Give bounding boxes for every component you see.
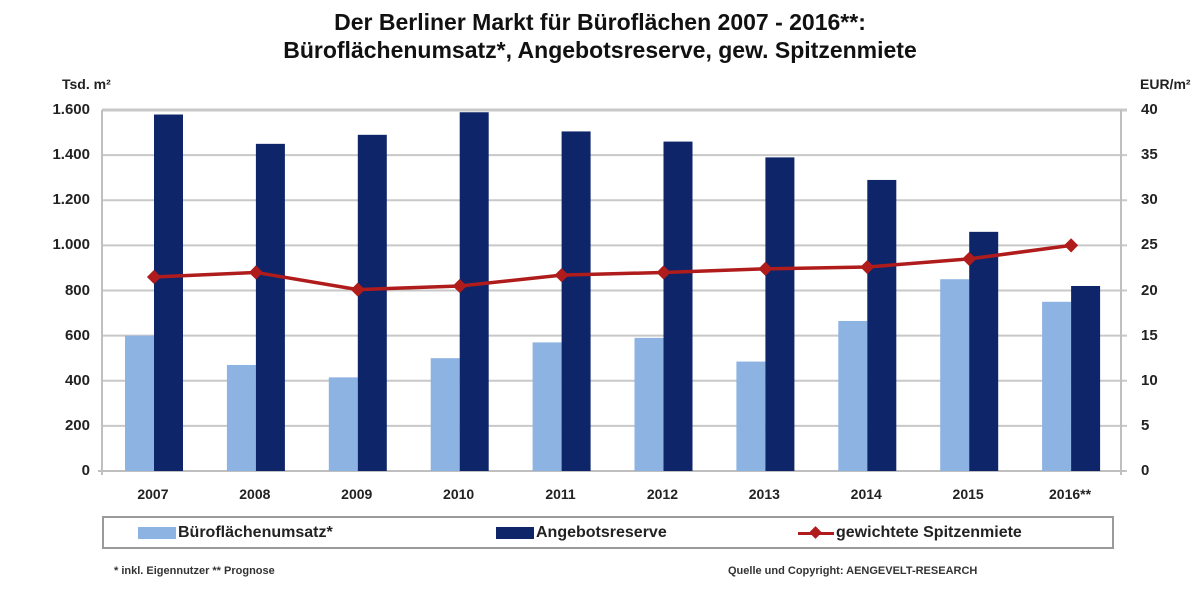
bar-bueroflaechenumsatz [940, 279, 970, 471]
bar-angebotsreserve [765, 157, 795, 471]
light-blue-swatch-icon [138, 527, 176, 539]
bar-angebotsreserve [561, 131, 591, 471]
chart-title-line-1: Der Berliner Markt für Büroflächen 2007 … [334, 9, 866, 35]
x-axis-category-label: 2013 [748, 486, 780, 502]
right-axis-tick-label: 20 [1141, 281, 1158, 299]
x-axis-category-label: 2014 [850, 486, 882, 502]
left-axis-tick-label: 400 [64, 371, 90, 389]
x-axis-category-label: 2015 [952, 486, 984, 502]
left-axis-tick-label: 0 [81, 462, 90, 479]
bar-angebotsreserve [357, 134, 387, 471]
legend-label: Angebotsreserve [536, 524, 667, 541]
footnote-source: Quelle und Copyright: AENGEVELT-RESEARCH [728, 565, 978, 577]
x-axis-category-label: 2007 [137, 486, 169, 502]
left-axis-tick-label: 600 [64, 326, 90, 344]
spitzenmiete-marker-icon [350, 282, 365, 297]
bar-angebotsreserve [867, 179, 897, 471]
legend-item-bueroflaechenumsatz: Büroflächenumsatz* [138, 524, 333, 542]
left-axis-tick-label: 1.600 [52, 101, 90, 118]
bar-bueroflaechenumsatz [1042, 301, 1072, 471]
left-axis-tick-label: 1.400 [52, 146, 90, 164]
bar-bueroflaechenumsatz [736, 361, 766, 471]
x-axis-category-label: 2011 [545, 486, 576, 502]
right-axis-tick-label: 25 [1141, 236, 1158, 254]
right-axis-tick-label: 5 [1141, 416, 1150, 434]
left-axis-tick-label: 1.200 [52, 191, 90, 209]
legend-item-angebotsreserve: Angebotsreserve [496, 524, 667, 542]
bar-angebotsreserve [969, 231, 999, 471]
footnote-legend: * inkl. Eigennutzer ** Prognose [114, 565, 275, 577]
x-axis-category-label: 2010 [443, 486, 475, 502]
x-axis-category-label: 2009 [341, 486, 373, 502]
right-axis-tick-label: 10 [1141, 371, 1158, 389]
legend-item-spitzenmiete: gewichtete Spitzenmiete [798, 524, 1022, 542]
x-axis-category-label: 2008 [239, 486, 271, 502]
right-axis-tick-label: 40 [1141, 101, 1158, 118]
dark-blue-swatch-icon [496, 527, 534, 539]
bar-bueroflaechenumsatz [226, 364, 256, 471]
legend-label: gewichtete Spitzenmiete [836, 524, 1022, 541]
spitzenmiete-marker-icon [962, 251, 977, 266]
spitzenmiete-marker-icon [248, 265, 263, 280]
spitzenmiete-marker-icon [860, 259, 875, 275]
bar-angebotsreserve [663, 141, 693, 471]
chart-title-line-2: Büroflächenumsatz*, Angebotsreserve, gew… [283, 37, 917, 63]
bar-bueroflaechenumsatz [430, 358, 460, 471]
right-axis-tick-label: 30 [1141, 191, 1158, 209]
bar-bueroflaechenumsatz [532, 342, 562, 471]
x-axis-category-label: 2012 [646, 486, 679, 502]
left-axis-tick-label: 200 [64, 416, 90, 434]
bar-angebotsreserve [255, 143, 285, 471]
right-axis-tick-label: 35 [1141, 146, 1158, 164]
spitzenmiete-marker-icon [656, 265, 671, 280]
legend-label: Büroflächenumsatz* [178, 524, 333, 541]
bar-bueroflaechenumsatz [328, 377, 358, 471]
right-axis-tick-label: 0 [1141, 462, 1150, 479]
spitzenmiete-line [153, 243, 1072, 292]
bar-bueroflaechenumsatz [634, 337, 664, 471]
spitzenmiete-marker-icon [452, 278, 467, 294]
bar-angebotsreserve [459, 112, 489, 471]
right-axis-unit: EUR/m² [1140, 76, 1191, 92]
spitzenmiete-marker-icon [1064, 238, 1079, 253]
bar-bueroflaechenumsatz [838, 320, 868, 471]
red-line-marker-icon [798, 526, 834, 540]
bar-angebotsreserve [154, 114, 183, 471]
spitzenmiete-marker-icon [146, 269, 162, 285]
left-axis-tick-label: 1.000 [52, 236, 90, 254]
chart-legend: Büroflächenumsatz* Angebotsreserve gewic… [102, 516, 1114, 549]
spitzenmiete-marker-icon [758, 261, 773, 276]
bar-angebotsreserve [1071, 285, 1101, 471]
left-axis-unit: Tsd. m² [62, 76, 111, 92]
spitzenmiete-marker-icon [554, 268, 569, 283]
x-axis-category-label: 2016** [1049, 486, 1092, 502]
left-axis-tick-label: 800 [64, 281, 90, 299]
right-axis-tick-label: 15 [1141, 326, 1158, 344]
bar-bueroflaechenumsatz [125, 335, 154, 471]
